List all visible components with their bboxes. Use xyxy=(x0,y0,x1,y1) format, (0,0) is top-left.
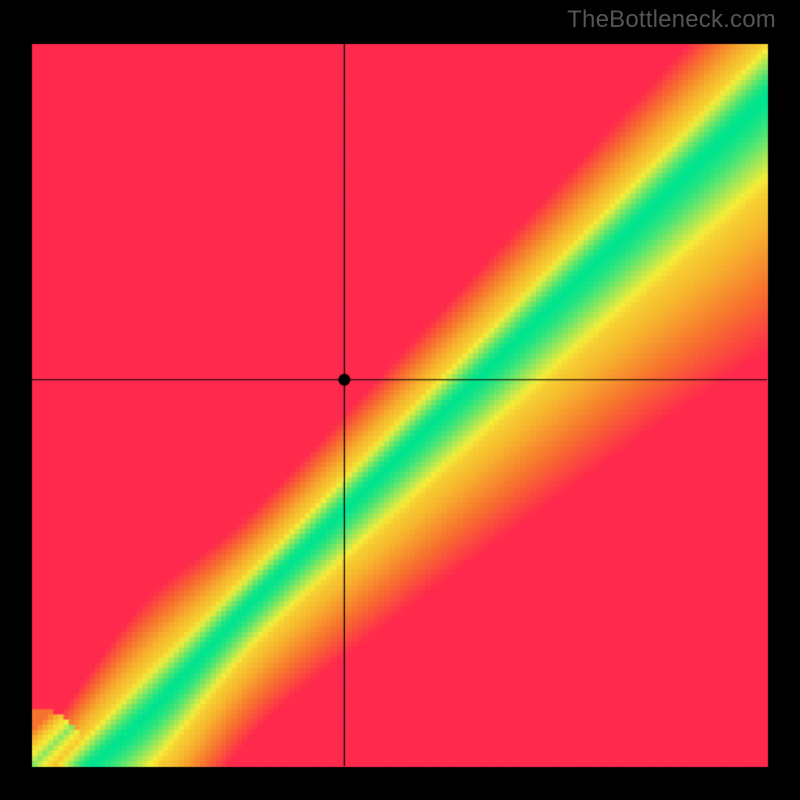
chart-container: TheBottleneck.com xyxy=(0,0,800,800)
watermark-label: TheBottleneck.com xyxy=(567,6,776,34)
bottleneck-heatmap xyxy=(0,0,800,800)
